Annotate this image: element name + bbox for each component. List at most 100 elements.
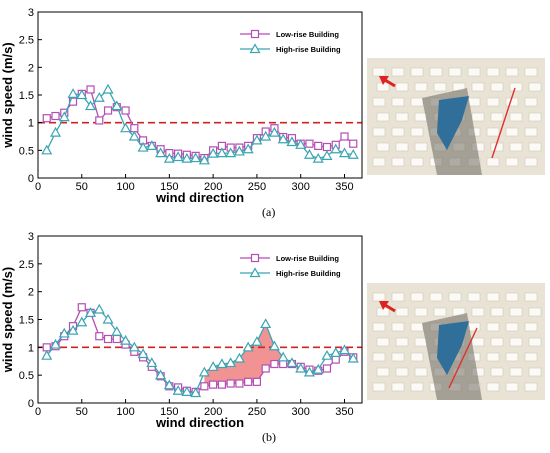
panel-b-high-rise-point [347,352,359,363]
panel-b-model-building-block [486,322,500,332]
panel-b-model-building-block [528,307,542,317]
panel-a-legend-square-marker [250,29,260,39]
panel-a-high-rise-point [330,143,342,154]
panel-a-y-tick-label: 0 [28,173,34,185]
panel-a-high-rise-point [338,147,351,158]
panel-b-high-rise-point [216,358,228,369]
panel-a-high-rise-point [146,140,158,151]
panel-b-model-building-block [528,337,542,347]
panel-a-low-rise-point [322,142,332,152]
panel-label-b: (b) [262,430,276,444]
panel-b-low-rise-point [42,343,51,352]
panel-b-model-building-block [486,292,500,302]
panel-b-low-rise-point [209,380,218,389]
panel-b-x-tick-label: 250 [248,406,266,418]
panel-b-high-rise-point [128,341,140,352]
panel-b-measurement-line [448,327,478,389]
panel-b-model-building-block [376,367,390,377]
panel-b-model-target-footprint [437,321,469,375]
panel-a-high-rise-point [303,149,315,159]
panel-b-model-building-block [410,292,424,302]
panel-b-high-rise-point [102,313,114,324]
panel-a-y-tick-label: 3 [28,7,34,19]
panel-a-model-building-block [524,97,538,107]
panel-a-model-building-block [433,82,447,92]
panel-a-high-rise-point [111,100,123,111]
panel-a-low-rise-point [51,111,60,121]
panel-b-low-rise-point [77,303,86,312]
panel-a-model-building-block [505,127,519,137]
panel-a-model-building-block [395,112,409,122]
panel-b-high-rise-point [146,357,158,368]
panel-a-y-tick-label: 1 [28,118,34,130]
panel-b-legend-triangle-marker [249,267,261,278]
panel-b-wind-arrow-head [379,301,389,310]
panel-b-model-building-block [391,292,405,302]
panel-a-model-building-block [410,127,424,137]
panel-a-model-building-block [505,67,519,77]
panel-b-high-rise-point [49,338,62,349]
panel-b-model-building-block [490,367,504,377]
panel-a-model-building-block [486,157,500,167]
panel-a-high-rise-point [242,143,254,154]
panel-a-model-building-block [391,97,405,107]
panel-a-x-tick-label: 0 [35,181,41,193]
panel-b-model-building-block [524,352,538,362]
panel-b-low-rise-point [112,334,121,344]
panel-b-model-building-block [509,307,523,317]
panel-b-high-rise-point [67,324,79,335]
panel-b-shaded-region [204,323,284,387]
panel-a-high-rise-point [181,152,193,163]
panel-b-model-building-block [395,337,409,347]
panel-b-model-building-block [448,292,462,302]
panel-b-high-rise-point [295,362,307,373]
panel-b-high-rise-point [277,351,289,362]
panel-a-model-building-block [524,127,538,137]
panel-b-model-building-block [395,307,409,317]
panel-a-model-building-block [410,157,424,167]
panel-b-model-building-block [467,292,481,302]
panel-a-y-tick-label: 2.5 [19,35,34,47]
panel-a-y-axis-title: wind speed (m/s) [0,42,15,148]
panel-b-wind-arrow [384,303,396,313]
panel-a-x-tick-label: 100 [116,181,134,193]
panel-a-model-building-block [372,97,386,107]
panel-b-model-building-block [414,367,428,377]
panel-b-legend-label: High-rise Building [276,269,341,278]
panel-b-model-building-block [410,382,424,392]
panel-b-model-building-block [429,292,443,302]
panel-b-model-building-block [524,382,538,392]
panel-a-model-building-block [490,82,504,92]
panel-a-high-rise-point [268,126,280,137]
panel-b-y-tick-label: 0 [28,398,34,410]
panel-b-high-rise-point [338,344,351,355]
panel-a-model-building-block [372,67,386,77]
panel-b-model-building-block [376,337,390,347]
panel-b-high-rise-point [76,316,88,327]
panel-a-low-rise-point [42,114,51,123]
panel-a-model-building-block [395,142,409,152]
panel-b-high-rise-point [163,379,175,390]
panel-b-model-building-block [433,307,447,317]
panel-b-model-building-block [505,322,519,332]
panel-a-x-tick-label: 200 [204,181,222,193]
panel-a-model-building-block [471,82,485,92]
panel-b-high-rise-point [233,352,245,363]
panel-b-model-building-block [372,352,386,362]
panel-a-model-building-block [372,157,386,167]
panel-a-low-rise-point [95,116,104,125]
panel-b-x-tick-label: 0 [35,406,41,418]
panel-b-low-rise-point [95,332,104,341]
panel-a-high-rise-point [198,154,210,165]
panel-a-high-rise-point [76,89,88,100]
panel-a-high-rise-point [312,152,324,163]
panel-b-model-building-block [505,292,519,302]
panel-b-high-rise-point [155,369,167,380]
panel-a-model-building-block [467,67,481,77]
panel-b-series-line-high-rise [46,308,354,394]
panel-b-model-building-block [528,367,542,377]
panel-a-model-target-footprint [437,96,469,150]
panel-b-high-rise-point [41,349,53,360]
panel-b-y-tick-label: 2.5 [19,259,34,271]
panel-a-model-building-block [391,67,405,77]
